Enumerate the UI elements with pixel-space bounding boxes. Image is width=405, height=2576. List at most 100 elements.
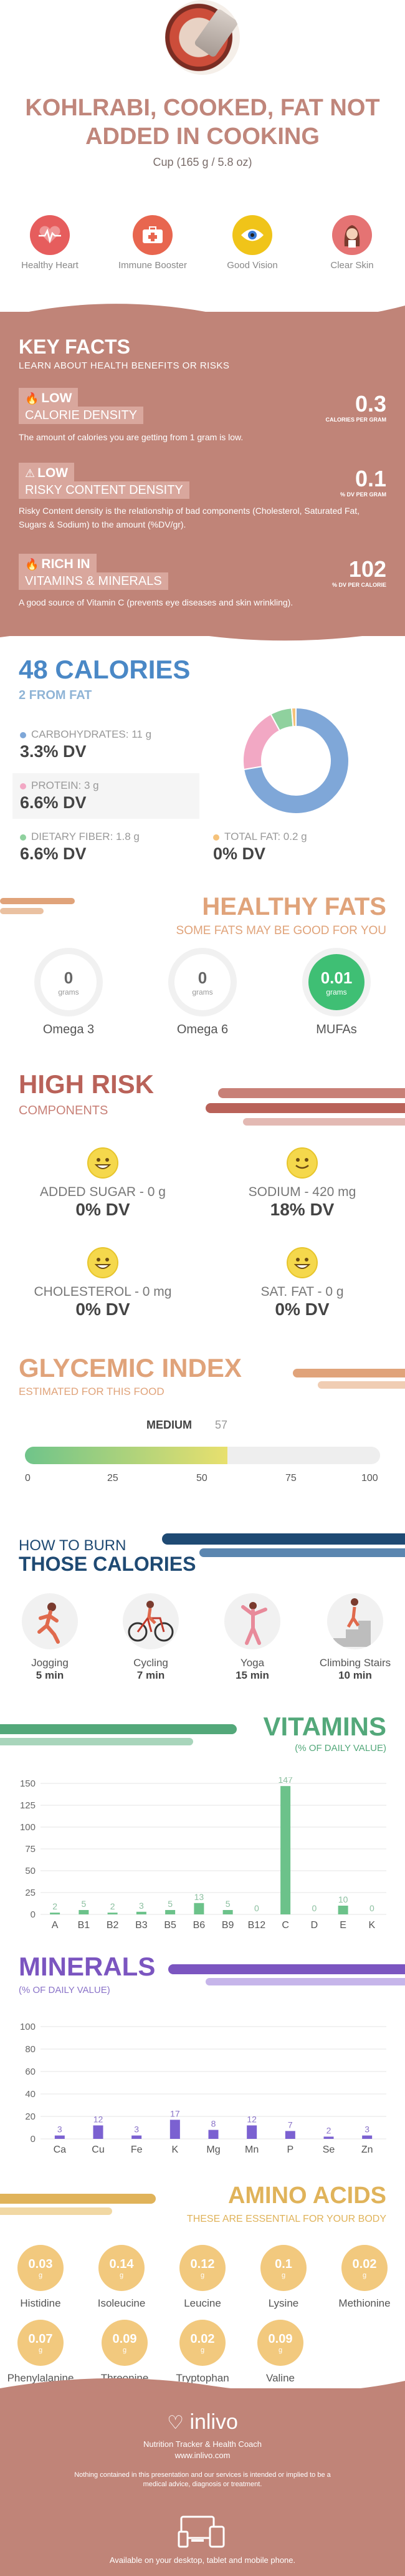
eye-icon [232, 215, 272, 255]
amino-item: 0.02 g Methionine [324, 2245, 405, 2310]
grin-face-icon [87, 1147, 118, 1179]
bar-Mg [208, 2130, 219, 2139]
calories-from-fat: 2 FROM FAT [19, 688, 92, 702]
bar-value-label: 5 [168, 1899, 173, 1909]
amino-item: 0.09 g Valine [240, 2320, 321, 2385]
brand-url[interactable]: www.inlivo.com [174, 2451, 231, 2460]
glycemic-tick: 0 [25, 1473, 31, 1483]
warning-icon: ⚠ [25, 466, 36, 480]
fact-description: Risky Content density is the relationshi… [19, 506, 360, 529]
amino-value: 0.02 [352, 2257, 377, 2271]
heart-monitor-icon [30, 215, 70, 255]
macro-name: TOTAL FAT: 0.2 g [224, 831, 307, 842]
fat-omega3: 0 grams Omega 3 [6, 954, 131, 1037]
bar-P [285, 2131, 295, 2139]
bar-Zn [362, 2135, 373, 2139]
amino-circle: 0.02 g [341, 2245, 388, 2291]
y-tick-label: 20 [25, 2111, 36, 2122]
bar-B1 [79, 1910, 89, 1914]
healthy-fats-subtitle: SOME FATS MAY BE GOOD FOR YOU [176, 924, 386, 937]
bar-value-label: 0 [369, 1903, 374, 1913]
glycemic-title: GLYCEMIC INDEX [19, 1353, 242, 1382]
amino-unit: g [119, 2271, 124, 2279]
x-tick-label: Fe [131, 2144, 143, 2155]
burn-cycling: Cycling 7 min [107, 1593, 194, 1682]
amino-item: 0.1 g Lysine [243, 2245, 324, 2310]
fact-level-badge: ⚠ LOW [19, 463, 75, 484]
minerals-title: MINERALS [19, 1952, 156, 1981]
benefit-label: Immune Booster [118, 260, 188, 271]
burn-jogging: Jogging 5 min [6, 1593, 93, 1682]
fact-value: 0.3 [355, 391, 386, 417]
risk-dv: 0% DV [75, 1200, 130, 1219]
grin-face-icon [287, 1247, 318, 1278]
amino-unit: g [38, 2346, 43, 2354]
burn-title-line2: THOSE CALORIES [19, 1553, 196, 1575]
glycemic-tick: 100 [361, 1473, 378, 1483]
bar-value-label: 17 [170, 2108, 180, 2118]
macro-fiber: DIETARY FIBER: 1.8 g 6.6% DV [12, 824, 199, 870]
macro-carbohydrates: CARBOHYDRATES: 11 g 3.3% DV [12, 722, 199, 768]
macro-donut-chart [242, 707, 350, 814]
amino-value: 0.07 [28, 2332, 53, 2346]
risk-name: SODIUM - 420 mg [248, 1185, 356, 1199]
amino-circle: 0.03 g [17, 2245, 64, 2291]
brand-logo: ♡ inlivo [0, 2410, 405, 2434]
amino-value: 0.12 [190, 2257, 215, 2271]
fact-level-badge: 🔥 LOW [19, 388, 79, 409]
serving-size: Cup (165 g / 5.8 oz) [153, 156, 252, 168]
y-tick-label: 150 [20, 1778, 36, 1789]
bar-value-label: 7 [288, 2120, 293, 2130]
first-aid-icon [133, 215, 173, 255]
bar-value-label: 13 [194, 1892, 204, 1902]
stairs-icon [327, 1593, 383, 1649]
burn-activity: Climbing Stairs [319, 1657, 391, 1669]
risk-name: CHOLESTEROL - 0 mg [34, 1285, 172, 1299]
x-tick-label: Zn [361, 2144, 373, 2155]
y-tick-label: 0 [31, 2134, 36, 2144]
calories-title: 48 CALORIES [19, 655, 191, 684]
legend-dot [20, 731, 26, 738]
decor-stripe [162, 1533, 405, 1557]
fact-name: VITAMINS & MINERALS [19, 572, 168, 590]
fat-label: MUFAs [316, 1023, 357, 1036]
benefit-healthy-heart: Healthy Heart [12, 215, 87, 271]
macro-name: DIETARY FIBER: 1.8 g [31, 831, 140, 842]
grin-face-icon [87, 1247, 118, 1278]
disclaimer: Nothing contained in this presentation a… [74, 2471, 331, 2488]
risk-name: SAT. FAT - 0 g [260, 1285, 344, 1299]
fact-level: RICH IN [41, 557, 90, 571]
fact-name: CALORIE DENSITY [19, 407, 144, 424]
benefit-label: Good Vision [227, 260, 278, 271]
risk-dv: 0% DV [275, 1300, 330, 1319]
macro-fat: TOTAL FAT: 0.2 g 0% DV [206, 824, 393, 870]
x-tick-label: Se [323, 2144, 335, 2155]
x-tick-label: B6 [193, 1920, 206, 1931]
benefit-label: Clear Skin [330, 260, 374, 271]
fat-value: 0.01 [320, 968, 353, 987]
bar-value-label: 2 [110, 1901, 115, 1911]
food-photo [165, 0, 240, 75]
fact-unit: CALORIES PER GRAM [325, 417, 386, 423]
decor-stripe [293, 1369, 405, 1389]
amino-value: 0.1 [275, 2257, 292, 2271]
burn-climbing-stairs: Climbing Stairs 10 min [312, 1593, 399, 1682]
fact-level-badge: 🔥 RICH IN [19, 554, 97, 575]
burn-activity: Cycling [133, 1657, 168, 1669]
key-facts-subtitle: LEARN ABOUT HEALTH BENEFITS OR RISKS [19, 360, 230, 371]
amino-unit: g [38, 2271, 43, 2279]
y-tick-label: 75 [25, 1844, 36, 1855]
amino-value: 0.14 [109, 2257, 134, 2271]
fat-label: Omega 6 [176, 1023, 229, 1036]
fact-value: 0.1 [355, 466, 386, 491]
fact-name: RISKY CONTENT DENSITY [19, 481, 189, 499]
burn-yoga: Yoga 15 min [209, 1593, 296, 1682]
amino-unit: g [122, 2346, 127, 2354]
macro-name: PROTEIN: 3 g [31, 779, 99, 791]
amino-circle: 0.12 g [179, 2245, 226, 2291]
amino-acids-subtitle: THESE ARE ESSENTIAL FOR YOUR BODY [186, 2214, 386, 2224]
burn-minutes: 15 min [236, 1669, 269, 1681]
glycemic-level: MEDIUM [146, 1419, 192, 1431]
amino-name: Tryptophan [176, 2372, 229, 2384]
amino-circle: 0.14 g [98, 2245, 145, 2291]
